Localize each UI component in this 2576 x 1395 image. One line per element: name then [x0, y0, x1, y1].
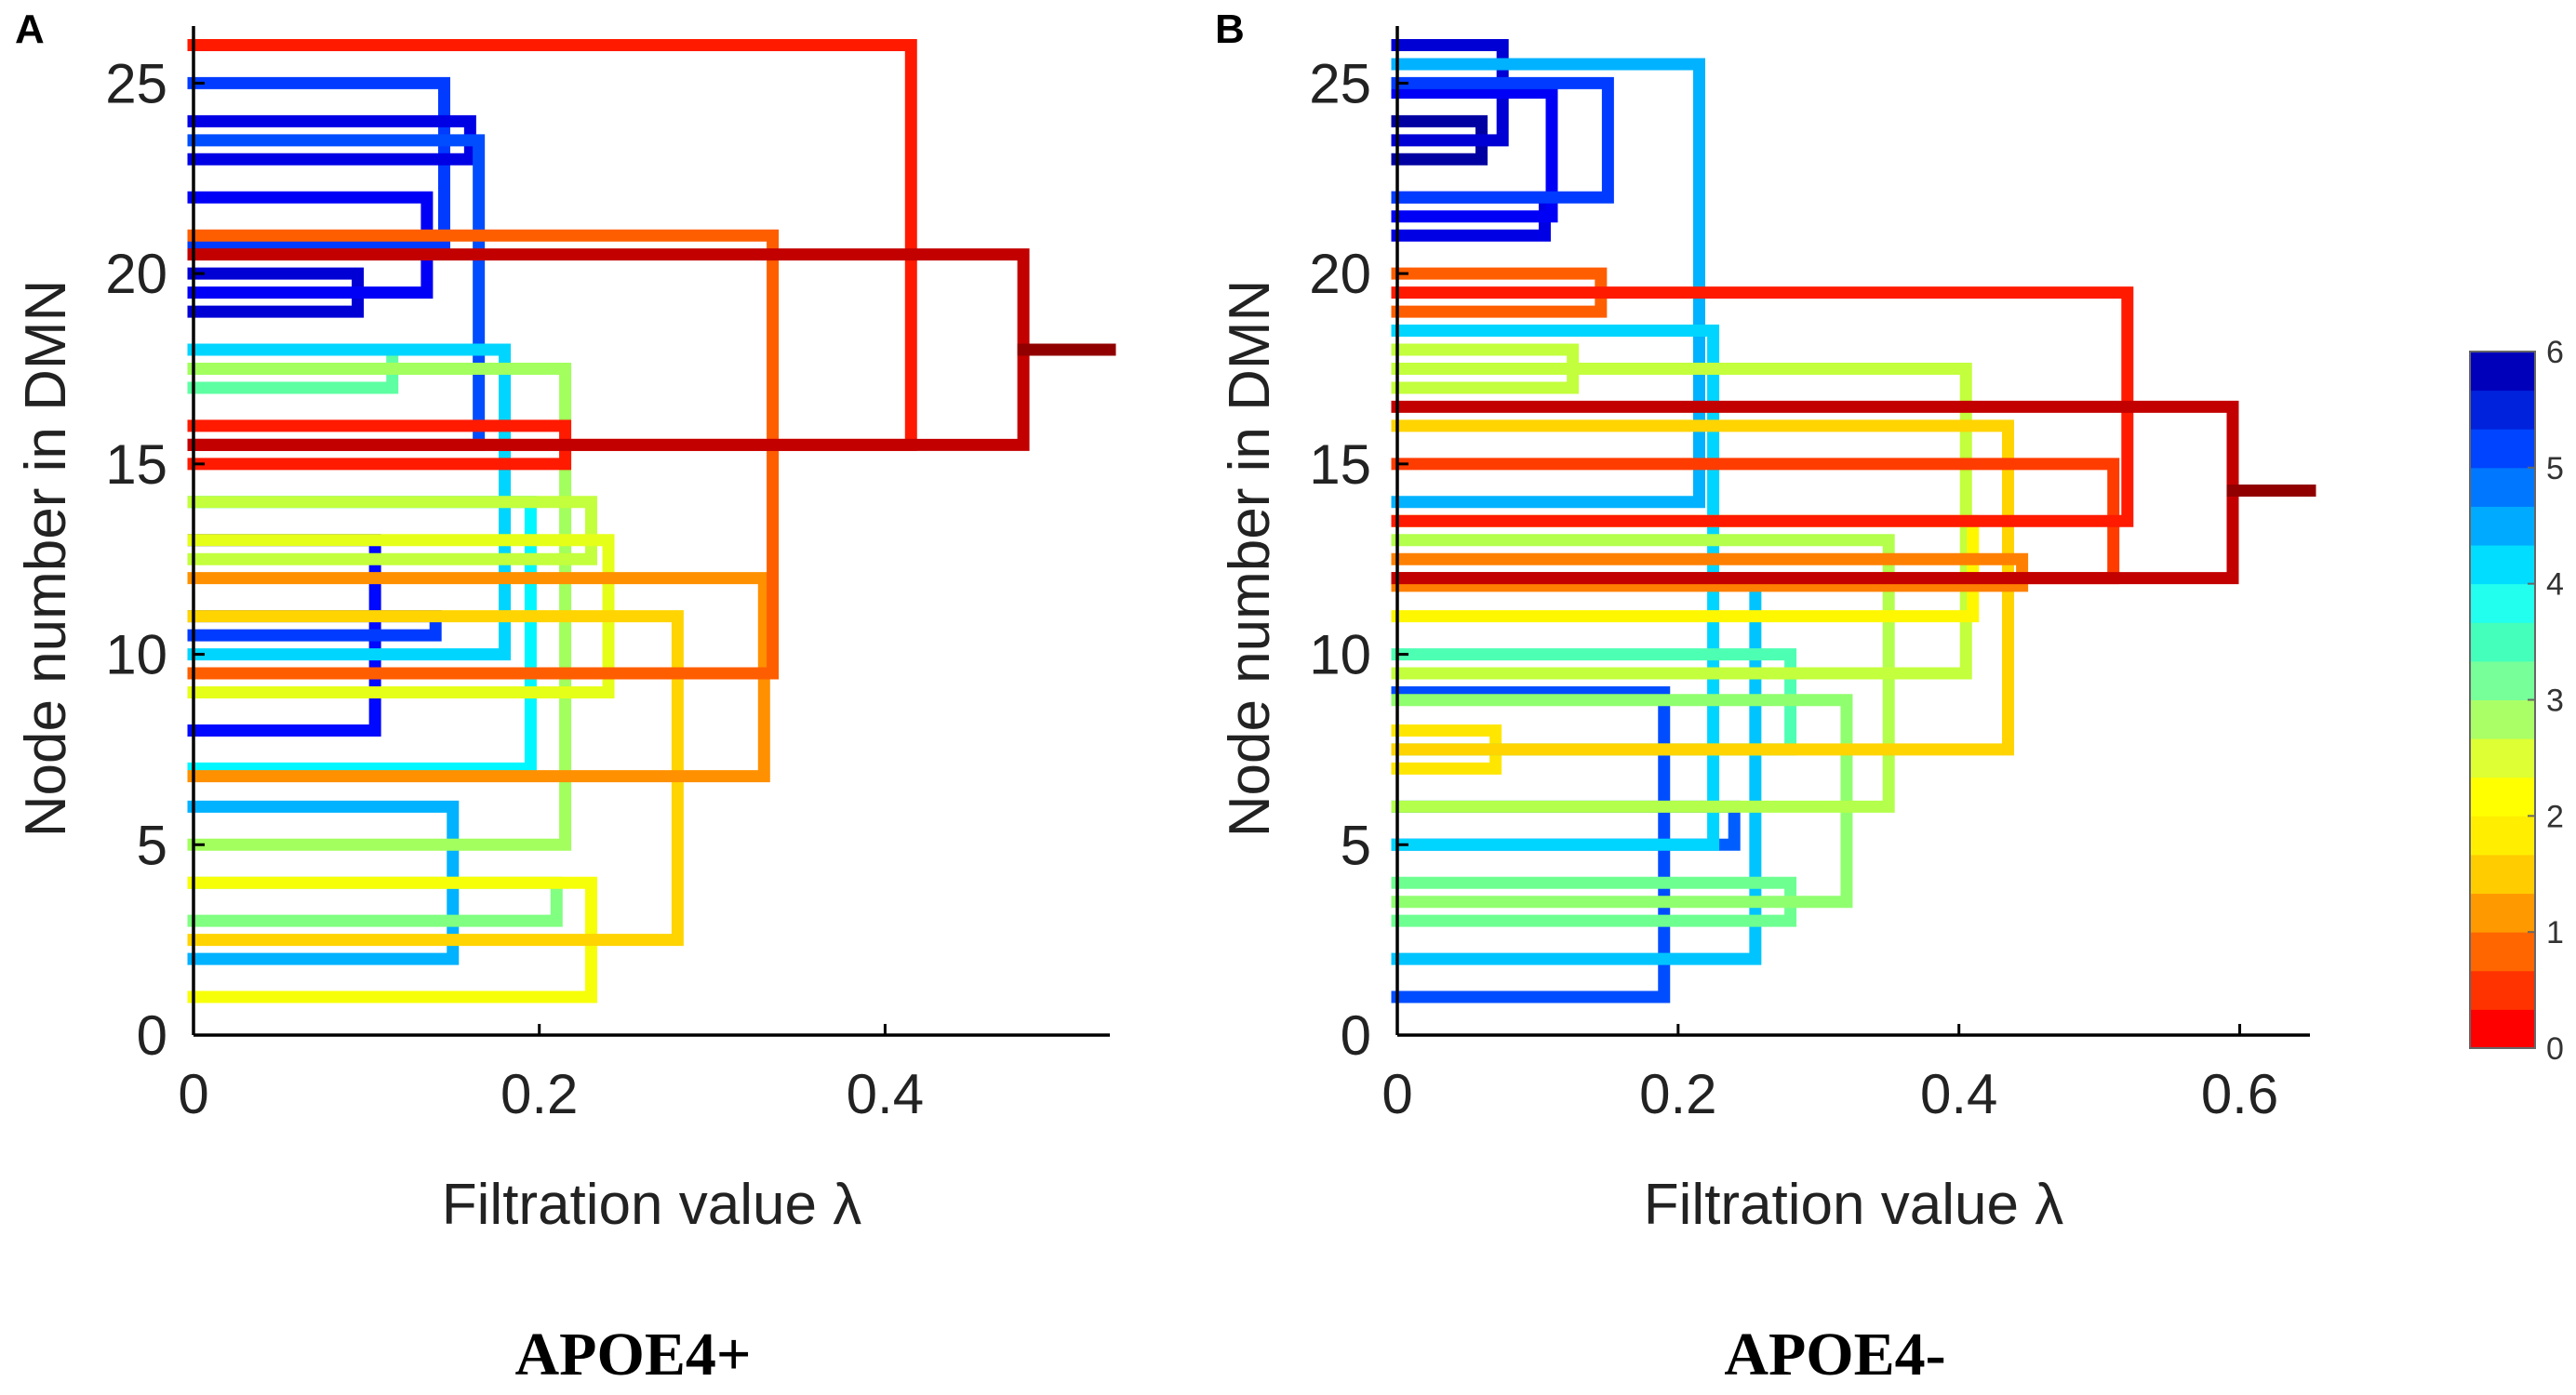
colorbar-swatch [2470, 777, 2535, 817]
y-tick-label: 25 [105, 52, 167, 114]
colorbar-swatch [2470, 583, 2535, 623]
dendrogram-link [187, 229, 780, 680]
colorbar-swatch [2470, 699, 2535, 739]
colorbar-swatch [2470, 854, 2535, 895]
colorbar-swatch [2470, 660, 2535, 700]
colorbar-tick-label: 5 [2546, 451, 2564, 486]
dendrogram-links [187, 38, 1116, 1003]
colorbar-swatch [2470, 352, 2535, 392]
y-tick-label: 5 [1341, 814, 1371, 876]
colorbar-swatch [2470, 893, 2535, 933]
x-tick-label: 0 [1381, 1063, 1412, 1125]
colorbar-tick-label: 1 [2546, 915, 2564, 950]
colorbar-tick-label: 6 [2546, 335, 2564, 370]
dendrogram-link [187, 496, 597, 565]
y-tick-label: 20 [105, 243, 167, 305]
colorbar-tick-label: 0 [2546, 1031, 2564, 1067]
panel-title: APOE4+ [515, 1321, 752, 1388]
colorbar-swatch [2470, 506, 2535, 546]
colorbar-swatch [2470, 390, 2535, 430]
x-axis-label: Filtration value λ [1644, 1173, 2063, 1237]
panel-letter: B [1215, 7, 1245, 52]
colorbar-swatch [2470, 738, 2535, 778]
x-tick-label: 0.4 [1920, 1063, 1997, 1125]
y-tick-label: 20 [1309, 243, 1371, 305]
colorbar-swatch [2470, 467, 2535, 507]
colorbar-swatch [2470, 816, 2535, 856]
panel-a: 0 0.2 0.4 0 5 10 15 20 25 Filtration value λ Node … [14, 7, 1116, 1388]
y-tick-label: 10 [105, 624, 167, 686]
panel-title: APOE4- [1724, 1321, 1945, 1388]
x-tick-label: 0.6 [2201, 1063, 2278, 1125]
y-tick-label: 0 [137, 1004, 167, 1067]
dendrogram-link [1391, 58, 1705, 509]
x-axis-label: Filtration value λ [442, 1173, 861, 1237]
panel-b: 0 0.2 0.4 0.6 0 5 10 15 20 25 Filtration value λ No… [1215, 7, 2316, 1388]
y-tick-label: 15 [1309, 433, 1371, 496]
colorbar: 0 1 2 3 4 5 6 [2469, 335, 2564, 1067]
colorbar-swatch [2470, 429, 2535, 469]
colorbar-swatch [2470, 622, 2535, 662]
x-tick-label: 0 [178, 1063, 208, 1125]
y-tick-label: 0 [1341, 1004, 1371, 1067]
x-tick-label: 0.2 [1639, 1063, 1716, 1125]
dendrogram-link [1391, 86, 1558, 223]
dendrogram-link [1391, 76, 1614, 204]
y-axis-label: Node number in DMN [1218, 280, 1282, 838]
x-tick-label: 0.2 [501, 1063, 578, 1125]
colorbar-swatch [2470, 932, 2535, 972]
colorbar-tick-label: 2 [2546, 799, 2564, 834]
dendrogram-links [1391, 38, 2316, 1003]
colorbar-tick-label: 4 [2546, 567, 2564, 603]
y-tick-label: 10 [1309, 624, 1371, 686]
x-tick-label: 0.4 [847, 1063, 924, 1125]
panel-letter: A [15, 7, 45, 52]
y-tick-label: 15 [105, 433, 167, 496]
colorbar-swatch [2470, 545, 2535, 585]
colorbar-tick-label: 3 [2546, 684, 2564, 719]
y-axis-label: Node number in DMN [14, 280, 78, 838]
y-tick-label: 25 [1309, 52, 1371, 114]
colorbar-swatch [2470, 970, 2535, 1010]
dendrogram-link [187, 362, 572, 851]
y-tick-label: 5 [137, 814, 167, 876]
colorbar-swatch [2470, 1009, 2535, 1049]
